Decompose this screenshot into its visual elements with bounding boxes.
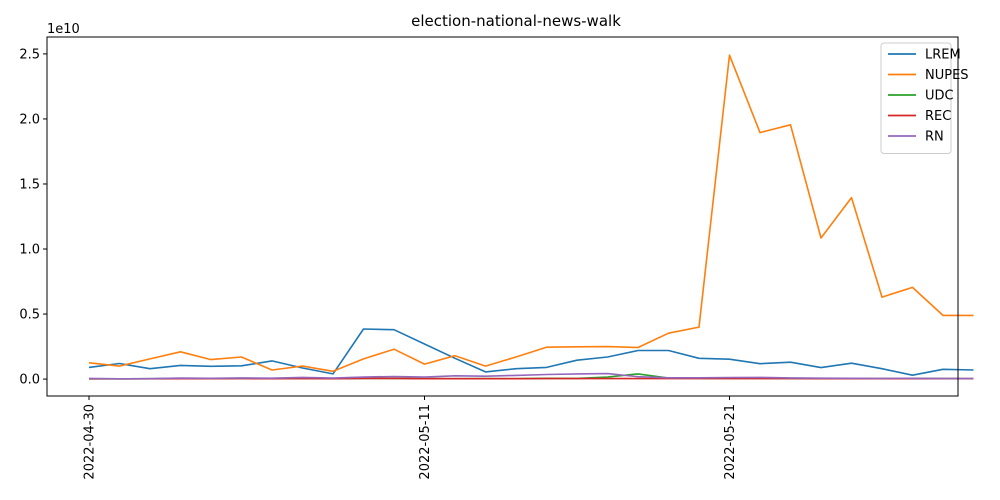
legend-box	[880, 42, 952, 154]
y-tick-label: 2.0	[19, 112, 40, 127]
series-layer	[88, 54, 974, 380]
legend-entry: NUPES	[925, 68, 969, 83]
plot-frame	[46, 36, 959, 397]
y-scale-label: 1e10	[47, 22, 80, 37]
series-line-nupes	[88, 54, 974, 373]
legend-entry: LREM	[925, 48, 961, 63]
chart-title: election-national-news-walk	[411, 12, 621, 30]
y-tick-label: 1.5	[19, 177, 40, 192]
y-tick-label: 0.5	[19, 308, 40, 323]
legend-entry: REC	[925, 109, 951, 124]
y-tick-label: 2.5	[19, 47, 40, 62]
legend-entry: UDC	[925, 89, 954, 104]
legend: LREM NUPES UDC REC RN	[880, 42, 969, 154]
y-tick-label: 1.0	[19, 243, 40, 258]
axes-layer: 0.0 0.5 1.0 1.5 2.0 2.5 2022-04-30 2022-05-11 20…	[19, 36, 959, 480]
x-tick-label: 2022-05-11	[418, 404, 433, 480]
series-line-rn	[88, 372, 974, 380]
series-line-lrem	[88, 328, 974, 377]
x-tick-label: 2022-05-21	[723, 404, 738, 480]
legend-entry: RN	[925, 130, 944, 145]
x-tick-label: 2022-04-30	[83, 404, 98, 480]
y-tick-label: 0.0	[19, 373, 40, 388]
